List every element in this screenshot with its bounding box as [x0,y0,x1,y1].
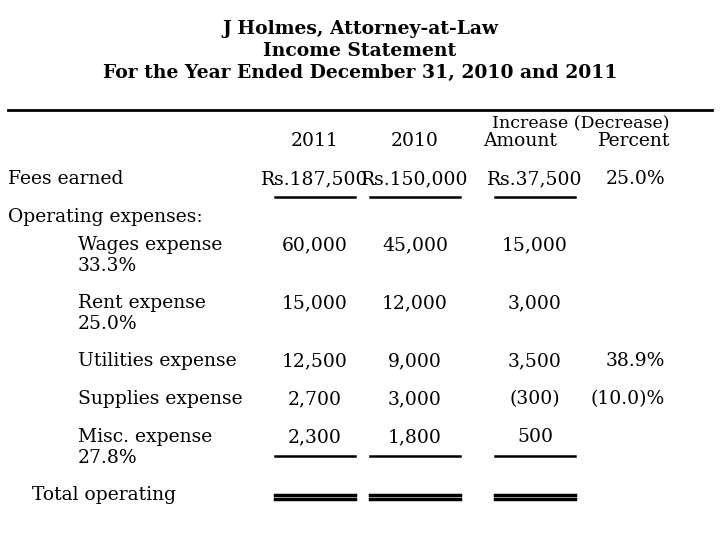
Text: 2,700: 2,700 [288,390,342,408]
Text: Increase (Decrease): Increase (Decrease) [492,115,670,132]
Text: For the Year Ended December 31, 2010 and 2011: For the Year Ended December 31, 2010 and… [103,64,617,82]
Text: Utilities expense: Utilities expense [78,353,237,370]
Text: 15,000: 15,000 [282,294,348,313]
Text: 9,000: 9,000 [388,353,442,370]
Text: (10.0)%: (10.0)% [590,390,665,408]
Text: 500: 500 [517,429,553,447]
Text: J Holmes, Attorney-at-Law: J Holmes, Attorney-at-Law [222,20,498,38]
Text: Wages expense: Wages expense [78,237,222,254]
Text: Income Statement: Income Statement [264,42,456,60]
Text: 3,000: 3,000 [388,390,442,408]
Text: Misc. expense: Misc. expense [78,429,212,447]
Text: 60,000: 60,000 [282,237,348,254]
Text: (300): (300) [510,390,560,408]
Text: Total operating: Total operating [8,487,176,504]
Text: 12,500: 12,500 [282,353,348,370]
Text: 15,000: 15,000 [502,237,568,254]
Text: Amount: Amount [483,132,557,150]
Text: 33.3%: 33.3% [78,258,138,275]
Text: Rs.150,000: Rs.150,000 [361,170,469,188]
Text: 2,300: 2,300 [288,429,342,447]
Text: 38.9%: 38.9% [606,353,665,370]
Text: 25.0%: 25.0% [78,315,138,333]
Text: 27.8%: 27.8% [78,449,138,468]
Text: Fees earned: Fees earned [8,170,123,188]
Text: Percent: Percent [598,132,670,150]
Text: Operating expenses:: Operating expenses: [8,208,202,226]
Text: 2011: 2011 [291,132,339,150]
Text: Supplies expense: Supplies expense [78,390,243,408]
Text: Rent expense: Rent expense [78,294,206,313]
Text: 3,500: 3,500 [508,353,562,370]
Text: Rs.37,500: Rs.37,500 [487,170,582,188]
Text: Rs.187,500: Rs.187,500 [261,170,369,188]
Text: 2010: 2010 [391,132,439,150]
Text: 45,000: 45,000 [382,237,448,254]
Text: 1,800: 1,800 [388,429,442,447]
Text: 3,000: 3,000 [508,294,562,313]
Text: 12,000: 12,000 [382,294,448,313]
Text: 25.0%: 25.0% [606,170,665,188]
